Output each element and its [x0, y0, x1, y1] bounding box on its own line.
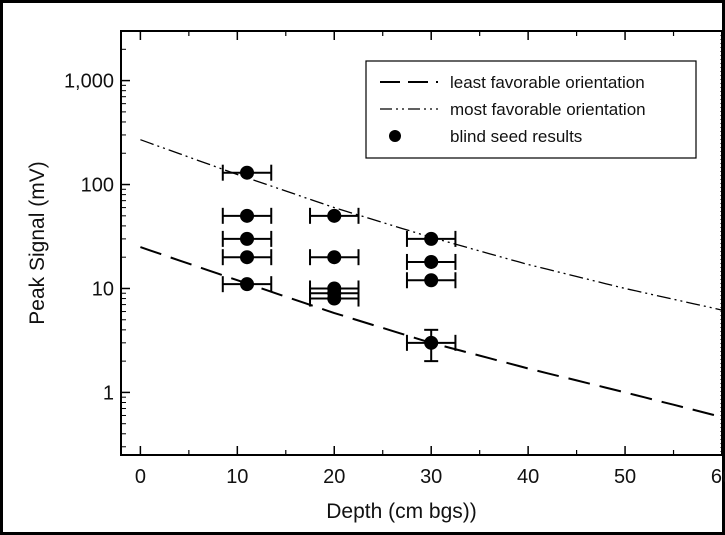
y-tick-label: 100: [81, 175, 114, 197]
x-tick-label: 20: [323, 466, 345, 488]
points-group: [221, 164, 457, 363]
x-tick-label: 30: [420, 466, 442, 488]
x-tick-label: 40: [517, 466, 539, 488]
x-tick-label: 10: [226, 466, 248, 488]
data-point: [424, 335, 439, 350]
plot-area-frame: [120, 30, 723, 456]
data-point: [424, 231, 439, 246]
x-tick-label: 50: [614, 466, 636, 488]
data-point: [327, 208, 342, 223]
data-point: [240, 277, 255, 292]
data-point: [240, 250, 255, 265]
data-point: [424, 254, 439, 269]
y-axis-title: Peak Signal (mV): [26, 161, 49, 324]
data-point: [424, 273, 439, 288]
data-point: [327, 291, 342, 306]
legend-box: [365, 60, 697, 159]
y-tick-label: 10: [92, 278, 114, 300]
data-point: [327, 250, 342, 265]
data-point: [240, 208, 255, 223]
y-tick-label: 1: [103, 382, 114, 404]
axes-group: 0 10 20 30 40 50 60 1 10 100 1,000 Depth (cm bgs)) P…: [26, 30, 725, 523]
legend-label: most favorable orientation: [450, 100, 646, 119]
legend-label: blind seed results: [450, 127, 582, 146]
y-tick-label: 1,000: [64, 71, 114, 93]
legend-swatch-point: [389, 130, 401, 142]
data-point: [240, 165, 255, 180]
legend: least favorable orientation most favorabl…: [365, 60, 697, 159]
legend-label: least favorable orientation: [450, 73, 645, 92]
x-tick-label: 0: [135, 466, 146, 488]
x-tick-label: 60: [711, 466, 725, 488]
x-axis-title: Depth (cm bgs)): [326, 500, 477, 523]
data-point: [240, 231, 255, 246]
